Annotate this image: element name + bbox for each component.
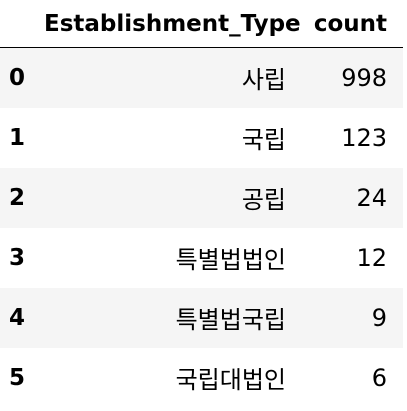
establishment-type-cell: 국립대법인 [175, 366, 286, 394]
row-index: 2 [9, 184, 26, 211]
table-row: 3 특별법법인 12 [0, 227, 403, 288]
row-index: 5 [9, 364, 26, 391]
header-row: Establishment_Type count [0, 0, 403, 48]
establishment-type-cell: 국립 [241, 126, 286, 154]
establishment-type-cell: 특별법국립 [175, 306, 286, 334]
table-row: 4 특별법국립 9 [0, 287, 403, 348]
index-header [0, 0, 44, 48]
count-cell: 24 [356, 183, 387, 212]
table-header: Establishment_Type count [0, 0, 403, 48]
count-cell: 998 [341, 63, 387, 92]
count-cell: 9 [371, 303, 387, 332]
column-header-establishment-type: Establishment_Type [44, 0, 302, 48]
row-index: 1 [9, 124, 26, 151]
count-cell: 12 [356, 243, 387, 272]
column-header-count: count [302, 0, 403, 48]
row-index: 3 [9, 244, 26, 271]
count-cell: 6 [371, 363, 387, 392]
table-row: 0 사립 998 [0, 47, 403, 108]
count-cell: 123 [341, 123, 387, 152]
table-body: 0 사립 998 1 국립 123 2 공립 24 3 특별법법인 12 4 특… [0, 47, 403, 408]
table-row: 5 국립대법인 6 [0, 347, 403, 408]
establishment-type-cell: 특별법법인 [175, 246, 286, 274]
row-index: 4 [9, 304, 26, 331]
establishment-type-cell: 사립 [241, 66, 286, 95]
establishment-type-cell: 공립 [241, 186, 286, 214]
table-row: 1 국립 123 [0, 107, 403, 168]
row-index: 0 [9, 64, 26, 91]
table-row: 2 공립 24 [0, 167, 403, 228]
